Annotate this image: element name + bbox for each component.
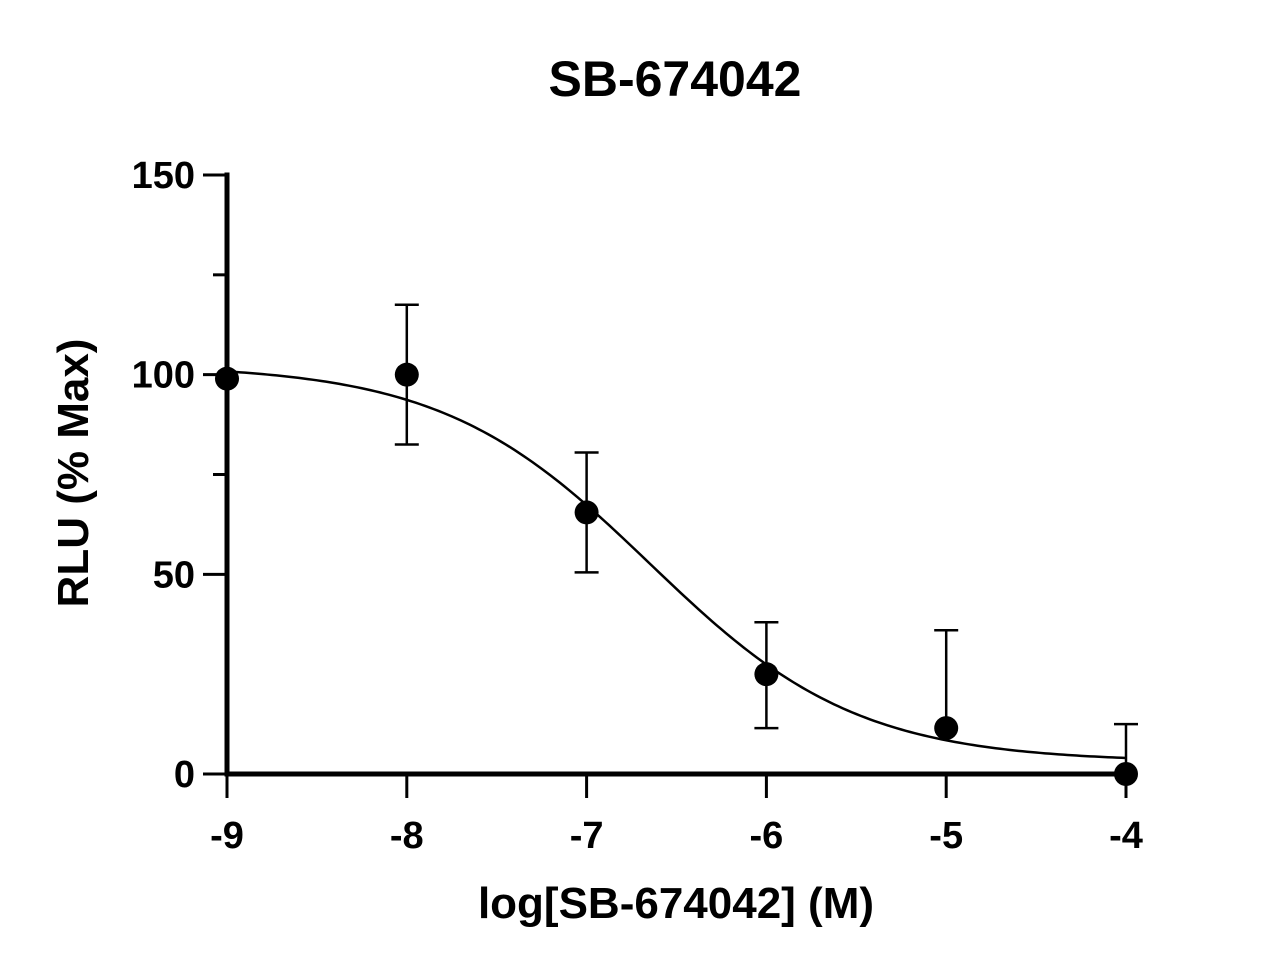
x-tick-label--8: -8 (390, 815, 424, 857)
data-point-1 (394, 362, 419, 387)
x-axis-label: log[SB-674042] (M) (478, 879, 874, 928)
axes (224, 172, 1129, 777)
y-axis-label: RLU (% Max) (49, 339, 98, 608)
fit-curve (226, 370, 1127, 760)
x-tick-label--5: -5 (929, 815, 963, 857)
y-tick-label-50: 50 (153, 554, 195, 596)
y-tick-label-150: 150 (132, 155, 195, 197)
chart-title: SB-674042 (549, 51, 802, 107)
ticks: 0 50 100 150 -9 -8 -7 -6 -5 -4 (132, 155, 1143, 857)
y-tick-label-0: 0 (174, 754, 195, 796)
fit-curve-layer (226, 370, 1127, 760)
data-point-3 (754, 662, 779, 687)
x-tick-label--7: -7 (570, 815, 604, 857)
data-points (215, 362, 1138, 786)
x-tick-label--4: -4 (1109, 815, 1143, 857)
y-tick-label-100: 100 (132, 355, 195, 397)
error-bars (394, 303, 1138, 774)
data-point-2 (574, 500, 599, 525)
data-point-5 (1114, 762, 1138, 786)
data-point-0 (215, 366, 239, 391)
x-tick-label--9: -9 (210, 815, 244, 857)
x-tick-label--6: -6 (750, 815, 784, 857)
data-point-4 (934, 716, 959, 741)
